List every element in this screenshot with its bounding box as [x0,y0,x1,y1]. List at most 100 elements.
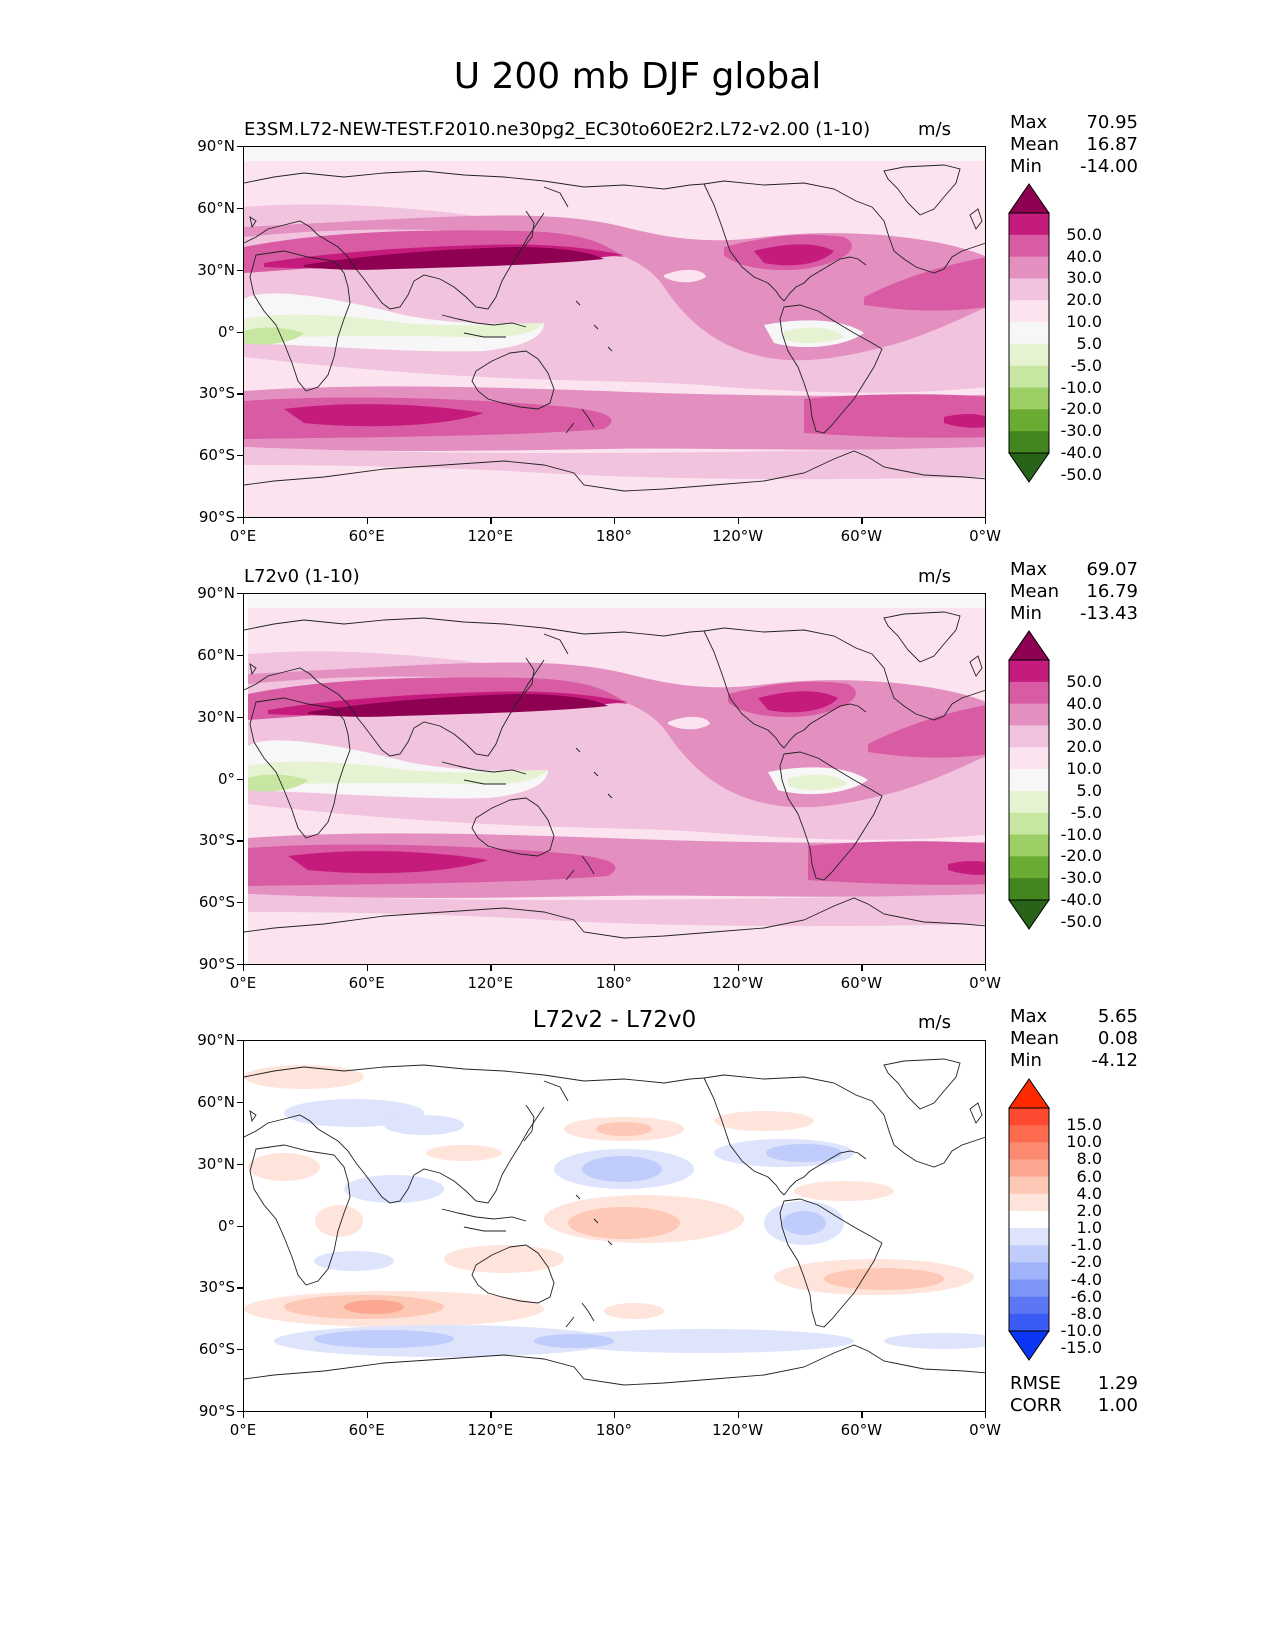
panel-3-units: m/s [918,1012,951,1033]
colorbar-tick-label: -5.0 [1070,802,1102,822]
colorbar-bin [1009,213,1049,236]
lat-tick-label: 30°N [197,1154,235,1173]
lon-tick-mark [985,965,987,971]
panel-1-colorbar [1008,183,1050,483]
lat-tick-mark [237,964,243,966]
lat-tick-mark [237,269,243,271]
lon-tick-label: 60°E [348,1421,385,1439]
colorbar-extend-bottom [1008,1330,1050,1361]
colorbar-bin [1009,234,1049,258]
lon-tick-mark [737,1412,739,1418]
panel-3-map-svg [244,1041,986,1412]
panel-1-title: E3SM.L72-NEW-TEST.F2010.ne30pg2_EC30to60… [244,119,871,140]
colorbar-bin [1009,256,1049,279]
lon-tick-label: 60°W [840,974,883,992]
colorbar-bin [1009,1262,1049,1281]
lat-tick-mark [237,1349,243,1351]
lon-tick-mark [366,518,368,524]
colorbar-bin [1009,387,1049,410]
stat-min: Min -13.43 [1010,603,1138,624]
colorbar-tick-label: -5.0 [1070,355,1102,375]
colorbar-tick-label: 30.0 [1066,268,1102,288]
lat-tick-label: 0° [217,322,235,341]
colorbar-tick-label: -2.0 [1070,1252,1102,1272]
colorbar-tick-label: -6.0 [1070,1286,1102,1306]
lat-tick-mark [237,654,243,657]
colorbar-bin [1009,1159,1049,1178]
colorbar-tick-label: -20.0 [1060,399,1102,419]
lon-tick-label: 120°W [712,527,764,545]
metric-rmse: RMSE 1.29 [1010,1373,1138,1394]
colorbar-tick-label: 1.0 [1076,1218,1102,1238]
lon-tick-mark [490,965,492,971]
lon-tick-label: 180° [595,527,633,545]
lon-tick-label: 60°W [840,1421,883,1439]
panel-3-title: L72v2 - L72v0 [532,1007,697,1033]
colorbar-bin [1009,725,1049,748]
lon-tick-label: 120°E [467,974,514,992]
lon-tick-mark [985,518,987,524]
colorbar-bin [1009,365,1049,389]
colorbar-tick-label: 10.0 [1066,759,1102,779]
colorbar-tick-label: 10.0 [1066,312,1102,332]
panel-3-map[interactable] [243,1040,986,1412]
colorbar-bin [1009,747,1049,770]
lon-tick-mark [490,1412,492,1418]
panel-1-map[interactable] [243,146,986,518]
lat-tick-mark [237,1411,243,1413]
colorbar-tick-label: 20.0 [1066,737,1102,757]
panel-2-stats: Max 69.07 Mean 16.79 Min -13.43 [1010,559,1138,625]
lon-tick-mark [614,518,616,524]
colorbar-bin [1009,1108,1049,1126]
stat-mean: Mean 16.87 [1010,134,1138,155]
colorbar-tick-label: -10.0 [1060,1321,1102,1340]
stat-min: Min -14.00 [1010,156,1138,177]
lon-tick-label: 180° [595,974,633,992]
colorbar-bin [1009,878,1049,901]
colorbar-tick-label: 5.0 [1076,333,1102,353]
lat-tick-mark [237,840,243,842]
lat-tick-label: 60°S [198,893,235,912]
colorbar-tick-label: -50.0 [1060,464,1102,484]
colorbar-tick-label: -4.0 [1070,1269,1102,1289]
lon-tick-label: 60°W [840,527,883,545]
lat-tick-mark [237,393,243,395]
lon-tick-mark [614,1412,616,1418]
colorbar-bin [1009,343,1049,367]
panel-3-metrics: RMSE 1.29 CORR 1.00 [1010,1373,1138,1417]
colorbar-bin [1009,856,1049,879]
stat-max: Max 70.95 [1010,112,1138,133]
colorbar-tick-label: -40.0 [1060,443,1102,462]
lat-tick-mark [237,1225,243,1227]
lon-tick-label: 60°E [348,974,385,992]
lat-tick-mark [237,716,243,718]
lat-tick-label: 60°S [198,446,235,465]
panel-2-title: L72v0 (1-10) [244,566,360,587]
lat-tick-mark [237,1101,243,1104]
lat-tick-mark [237,331,243,333]
lon-tick-mark [861,965,863,971]
lat-tick-label: 30°S [198,384,235,403]
lon-tick-mark [243,965,245,971]
lon-tick-label: 0°W [969,974,1001,992]
panel-2-map[interactable] [243,593,986,965]
lat-tick-label: 90°N [197,137,235,155]
colorbar-tick-label: -40.0 [1060,890,1102,909]
colorbar-tick-label: 40.0 [1066,246,1102,266]
lat-tick-mark [237,593,243,595]
lon-tick-label: 180° [595,1421,633,1439]
lon-tick-mark [243,518,245,524]
panel-2-map-svg [244,594,986,965]
lat-tick-label: 30°N [197,260,235,279]
colorbar-outline [1008,659,1050,901]
colorbar-tick-label: 40.0 [1066,693,1102,713]
lon-tick-mark [861,518,863,524]
lat-tick-mark [237,1287,243,1289]
lat-tick-label: 60°N [197,645,235,664]
lon-tick-label: 0°E [229,527,257,545]
panel-2-units: m/s [918,566,951,587]
stat-mean: Mean 0.08 [1010,1028,1138,1049]
colorbar-tick-label: 8.0 [1076,1149,1102,1169]
lat-tick-label: 30°S [198,831,235,850]
colorbar-bin [1009,322,1049,345]
